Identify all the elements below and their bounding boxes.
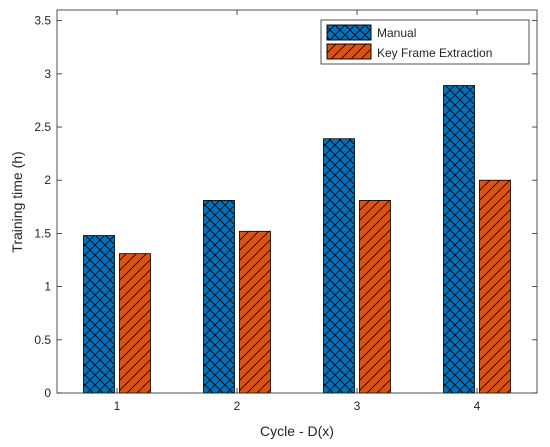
y-tick-label: 2 xyxy=(44,173,51,187)
x-tick-label: 2 xyxy=(234,399,241,413)
y-tick-label: 0.5 xyxy=(34,333,51,347)
y-tick-label: 1.5 xyxy=(34,226,51,240)
bar-manual-1-hatch xyxy=(83,235,115,394)
x-tick-label: 4 xyxy=(474,399,481,413)
x-axis-label: Cycle - D(x) xyxy=(260,423,334,439)
legend-label-manual: Manual xyxy=(377,26,416,40)
legend-label-key-frame-extraction: Key Frame Extraction xyxy=(377,46,492,60)
bar-key-frame-extraction-3-hatch xyxy=(359,200,391,394)
legend: Manual Key Frame Extraction xyxy=(320,19,530,65)
bar-manual-2-hatch xyxy=(203,200,235,394)
ticks-layer: 0 0.5 1 1.5 2 2.5 3 3.5 1 2 3 4 xyxy=(34,10,537,413)
y-tick-label: 0 xyxy=(44,386,51,400)
bar-key-frame-extraction-1-hatch xyxy=(119,253,151,394)
bar-key-frame-extraction-4-hatch xyxy=(479,179,511,394)
bar-manual-3-hatch xyxy=(323,138,355,394)
y-tick-label: 3.5 xyxy=(34,14,51,28)
y-tick-label: 1 xyxy=(44,280,51,294)
plot-frame xyxy=(56,9,538,394)
y-tick-label: 3 xyxy=(44,67,51,81)
bar-manual-4-hatch xyxy=(443,85,475,394)
legend-swatch-hatch-key-frame-extraction xyxy=(326,43,372,60)
x-tick-label: 3 xyxy=(354,399,361,413)
legend-swatch-hatch-manual xyxy=(326,24,372,41)
bar-key-frame-extraction-2-hatch xyxy=(239,230,271,394)
y-axis-label: Training time (h) xyxy=(9,151,25,252)
bars-layer xyxy=(83,85,511,394)
y-tick-label: 2.5 xyxy=(34,120,51,134)
x-tick-label: 1 xyxy=(114,399,121,413)
